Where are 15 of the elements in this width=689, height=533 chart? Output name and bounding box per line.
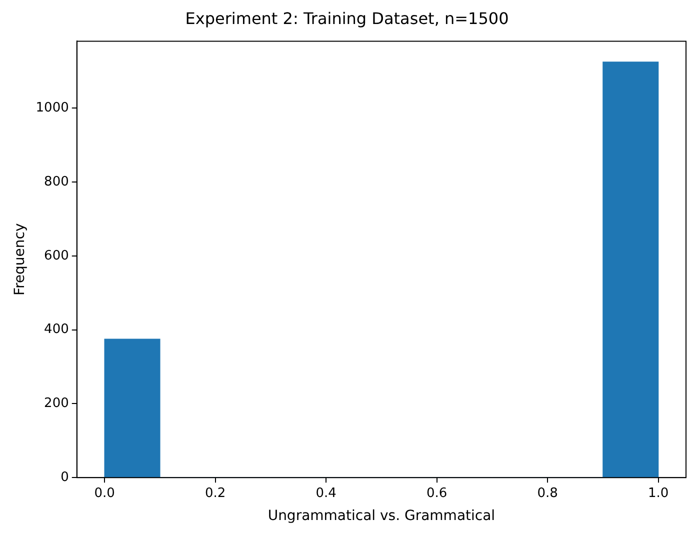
x-tick-label: 0.4 [316, 486, 336, 501]
y-axis-title: Frequency [12, 223, 28, 296]
x-tick-label: 0.2 [204, 486, 226, 501]
chart-title: Experiment 2: Training Dataset, n=1500 [185, 8, 509, 28]
y-tick-label: 1000 [36, 100, 69, 116]
y-tick-label: 200 [44, 396, 69, 412]
y-tick-label: 400 [44, 322, 69, 338]
y-tick-label: 600 [44, 248, 69, 264]
x-tick-label: 1.0 [648, 486, 669, 501]
y-tick-label: 800 [44, 174, 69, 190]
x-tick-label: 0.8 [537, 486, 558, 501]
y-tick-label: 0 [60, 470, 69, 485]
x-tick-label: 0.6 [426, 486, 448, 501]
x-axis-title: Ungrammatical vs. Grammatical [268, 508, 496, 524]
x-tick-label: 0.0 [94, 486, 115, 501]
